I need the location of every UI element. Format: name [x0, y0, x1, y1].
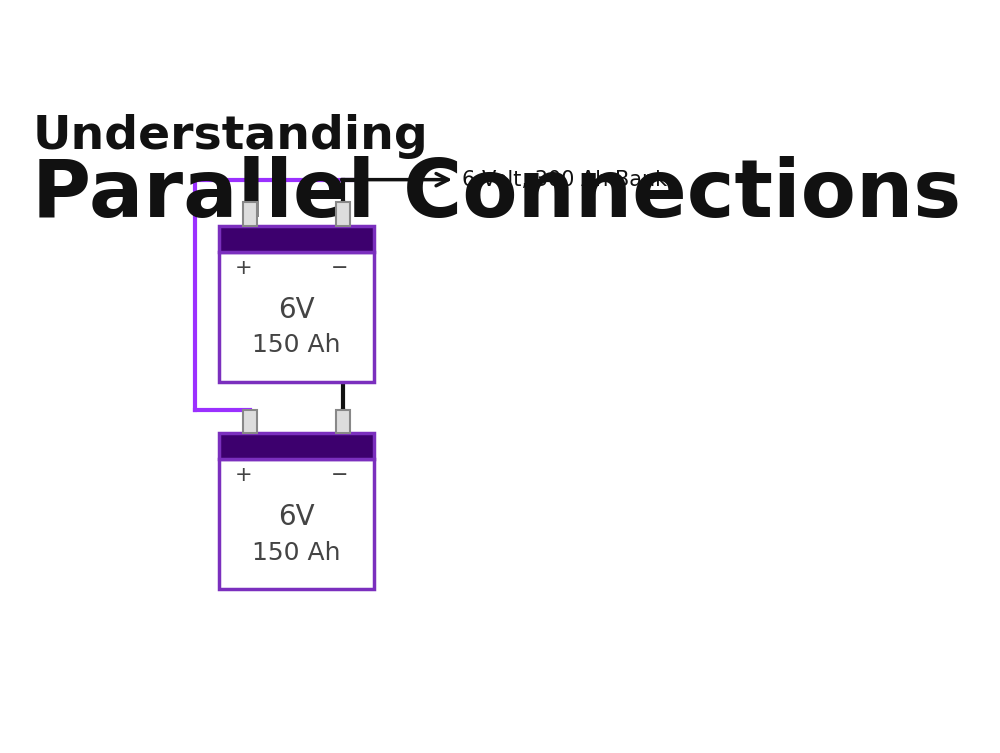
Text: +: +	[235, 465, 253, 486]
Text: 6V: 6V	[278, 296, 315, 325]
Bar	[336, 203, 350, 226]
Bar	[243, 203, 257, 226]
Text: +: +	[235, 258, 253, 279]
Text: 6V: 6V	[278, 504, 315, 532]
Bar	[243, 410, 257, 433]
Bar	[219, 252, 374, 382]
Text: 150 Ah: 150 Ah	[252, 334, 341, 358]
Text: 150 Ah: 150 Ah	[252, 541, 341, 565]
Bar	[219, 459, 374, 589]
Text: Understanding: Understanding	[32, 114, 428, 159]
Text: Parallel Connections: Parallel Connections	[32, 156, 962, 234]
Bar	[336, 410, 350, 433]
Text: −: −	[331, 258, 349, 279]
Bar	[219, 433, 374, 459]
Text: 6 Volt, 300 Ah Bank: 6 Volt, 300 Ah Bank	[462, 169, 667, 190]
Text: −: −	[331, 465, 349, 486]
Bar	[219, 226, 374, 252]
